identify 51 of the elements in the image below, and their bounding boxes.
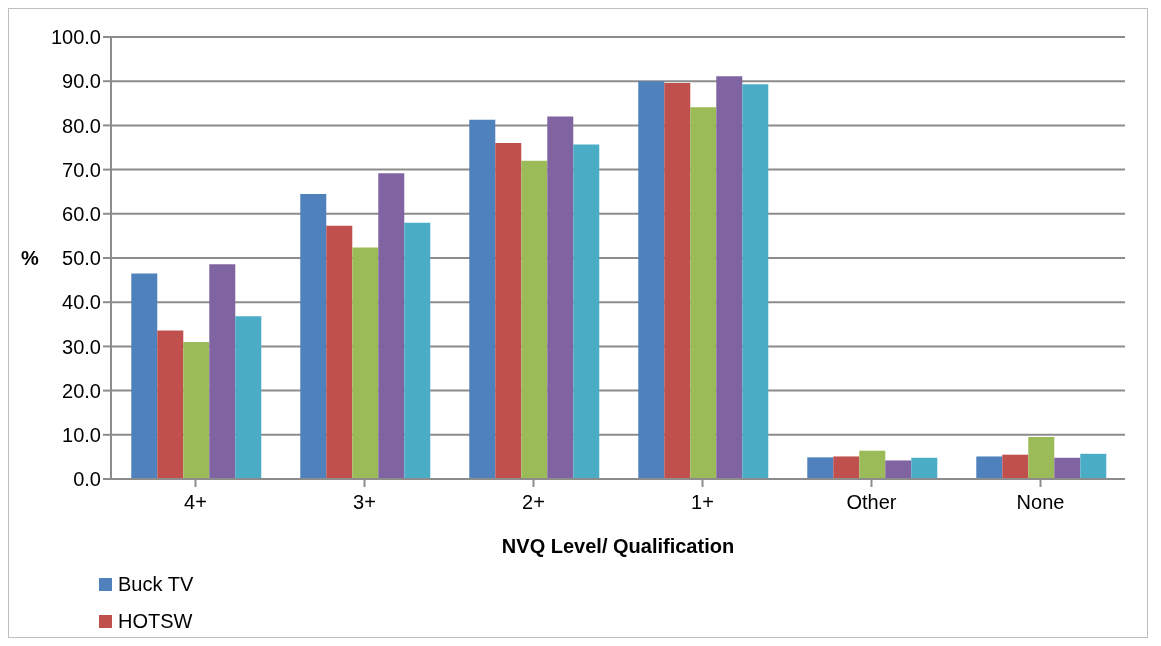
y-tick-label: 50.0 — [62, 247, 101, 270]
x-tick-label: Other — [846, 491, 897, 514]
bar — [209, 264, 236, 479]
y-tick-label: 90.0 — [62, 70, 101, 93]
y-tick-label: 60.0 — [62, 202, 101, 225]
bar — [495, 143, 522, 479]
x-tick-label: 1+ — [691, 491, 714, 514]
y-tick-label: 0.0 — [73, 468, 101, 491]
x-tick-label: 4+ — [184, 491, 207, 514]
x-tick-label: None — [1016, 491, 1065, 514]
bar — [157, 330, 184, 479]
y-tick-label: 100.0 — [50, 26, 101, 49]
bar — [833, 456, 860, 479]
bar — [300, 193, 327, 479]
bar — [664, 82, 691, 479]
x-axis-title: NVQ Level/ Qualification — [501, 535, 735, 557]
y-tick-label: 30.0 — [62, 335, 101, 358]
y-tick-label: 70.0 — [62, 158, 101, 181]
bar — [378, 173, 405, 479]
bar — [742, 84, 769, 479]
bar — [404, 222, 431, 479]
bar — [976, 456, 1003, 479]
x-tick-label: 2+ — [522, 491, 545, 514]
bar — [326, 225, 353, 479]
bar — [131, 273, 158, 479]
bar — [690, 107, 717, 479]
bar — [716, 76, 743, 479]
bar — [1054, 457, 1081, 479]
bar — [235, 316, 262, 479]
bar — [807, 457, 834, 479]
bar — [1080, 453, 1107, 479]
legend-label: HOTSW — [118, 610, 193, 633]
bar — [1002, 454, 1029, 479]
bar — [547, 116, 574, 479]
bar — [469, 119, 496, 479]
y-tick-label: 20.0 — [62, 379, 101, 402]
legend-label: Buck TV — [118, 573, 194, 596]
bar — [183, 341, 210, 479]
bar — [1028, 437, 1055, 479]
bar — [885, 460, 912, 479]
bar — [638, 81, 665, 479]
bar — [859, 450, 886, 479]
bar — [911, 457, 938, 479]
y-tick-label: 40.0 — [62, 291, 101, 314]
y-axis-title: % — [21, 247, 39, 270]
y-tick-label: 80.0 — [62, 114, 101, 137]
bar — [352, 247, 379, 479]
y-tick-label: 10.0 — [62, 423, 101, 446]
x-tick-label: 3+ — [353, 491, 376, 514]
bar — [573, 144, 600, 479]
bar — [521, 160, 548, 479]
